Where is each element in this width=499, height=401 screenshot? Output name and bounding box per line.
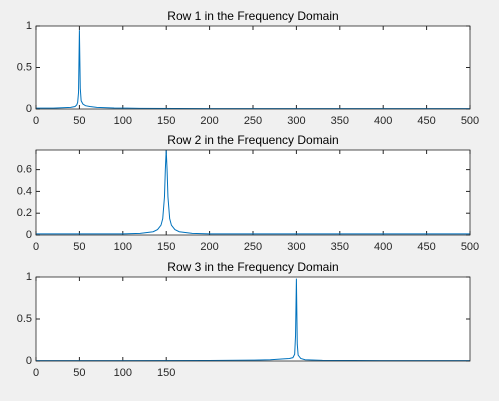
y-tick-label: 0.2 [17, 207, 32, 219]
y-tick-label: 0 [26, 103, 32, 115]
x-tick-label: 350 [331, 115, 349, 127]
x-tick-label: 300 [287, 115, 305, 127]
y-tick-label: 0.5 [17, 313, 32, 325]
y-tick-label: 0 [26, 355, 32, 367]
x-tick-label: 250 [244, 241, 262, 253]
line-series [36, 30, 470, 110]
y-tick-label: 0 [26, 229, 32, 241]
x-tick-label: 300 [287, 241, 305, 253]
x-tick-label: 500 [461, 241, 479, 253]
x-tick-label: 100 [114, 241, 132, 253]
axes-background [36, 277, 470, 361]
chart-title: Row 1 in the Frequency Domain [167, 9, 338, 23]
x-tick-label: 250 [244, 115, 262, 127]
x-tick-label: 50 [73, 241, 85, 253]
line-series [36, 278, 470, 362]
y-tick-label: 0.4 [17, 185, 32, 197]
y-tick-label: 1 [26, 271, 32, 283]
x-tick-label: 50 [73, 367, 85, 379]
x-tick-label: 400 [374, 241, 392, 253]
x-tick-label: 200 [200, 115, 218, 127]
x-tick-label: 150 [157, 367, 175, 379]
x-tick-label: 350 [331, 241, 349, 253]
x-tick-label: 150 [157, 241, 175, 253]
line-series [36, 149, 470, 235]
y-tick-label: 0.6 [17, 164, 32, 176]
y-tick-label: 1 [26, 20, 32, 32]
x-tick-label: 500 [461, 115, 479, 127]
x-tick-label: 50 [73, 115, 85, 127]
x-tick-label: 200 [200, 241, 218, 253]
y-tick-label: 0.5 [17, 61, 32, 73]
x-tick-label: 100 [114, 367, 132, 379]
x-tick-label: 100 [114, 115, 132, 127]
x-tick-label: 450 [417, 241, 435, 253]
axes-box [35, 25, 471, 110]
x-tick-label: 150 [157, 115, 175, 127]
x-tick-label: 0 [33, 367, 39, 379]
x-tick-label: 0 [33, 115, 39, 127]
axes-background [36, 150, 470, 235]
chart-title: Row 3 in the Frequency Domain [167, 260, 338, 274]
axes-box [35, 149, 471, 236]
x-tick-label: 450 [417, 115, 435, 127]
axes-box [35, 276, 471, 362]
x-tick-label: 0 [33, 241, 39, 253]
chart-title: Row 2 in the Frequency Domain [167, 133, 338, 147]
axes-background [36, 26, 470, 109]
x-tick-label: 400 [374, 115, 392, 127]
